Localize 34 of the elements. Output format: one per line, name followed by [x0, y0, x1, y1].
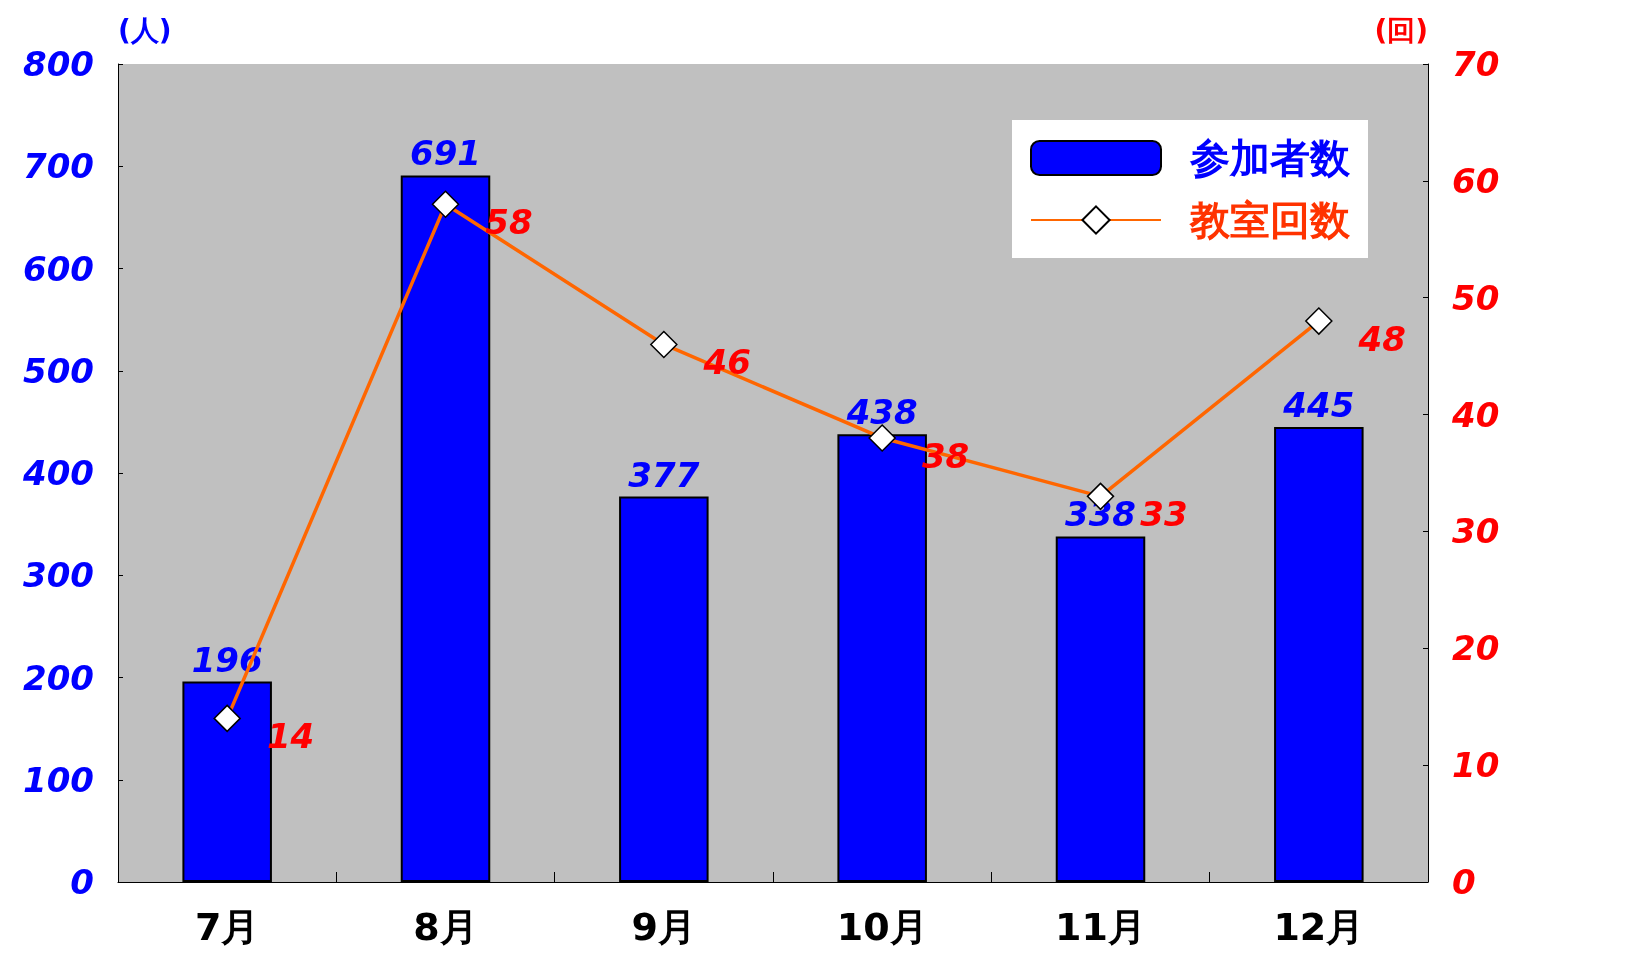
y2-tick-label: 70 [1452, 44, 1500, 84]
x-tick-label: 10月 [836, 905, 928, 949]
y-tick-label: 500 [23, 350, 94, 391]
y2-tick-label: 10 [1452, 745, 1500, 786]
data-label: 377 [628, 454, 700, 495]
y2-tick-label: 20 [1452, 628, 1500, 669]
data-label: 445 [1282, 384, 1355, 425]
y-tick-label: 100 [23, 759, 94, 800]
data-label: 48 [1357, 319, 1406, 360]
y2-axis-title: (回) [1374, 13, 1428, 47]
y-tick-label: 300 [23, 555, 94, 596]
data-label: 691 [410, 133, 481, 174]
y-axis-title: (人) [118, 13, 172, 47]
y-tick-label: 0 [70, 862, 94, 902]
y-tick-label: 600 [23, 248, 94, 289]
x-tick-label: 12月 [1273, 905, 1365, 949]
x-tick-label: 11月 [1055, 905, 1146, 949]
y-tick-label: 700 [23, 146, 94, 187]
legend-label: 教室回数 [1189, 197, 1351, 243]
y-tick-label: 400 [22, 453, 94, 493]
x-tick-label: 8月 [413, 905, 478, 949]
data-label: 438 [845, 392, 918, 433]
y2-tick-label: 0 [1452, 862, 1476, 902]
y-tick-label: 200 [23, 657, 94, 698]
x-tick-label: 7月 [194, 905, 260, 949]
y2-tick-label: 60 [1452, 160, 1500, 201]
y-tick-label: 800 [23, 44, 94, 84]
x-tick-label: 9月 [631, 905, 697, 949]
y2-tick-label: 40 [1451, 394, 1500, 435]
legend-label: 参加者数 [1189, 135, 1351, 181]
data-label: 33 [1140, 494, 1188, 535]
y2-tick-label: 30 [1452, 511, 1500, 552]
data-label: 46 [702, 342, 751, 383]
y2-tick-label: 50 [1452, 277, 1500, 318]
